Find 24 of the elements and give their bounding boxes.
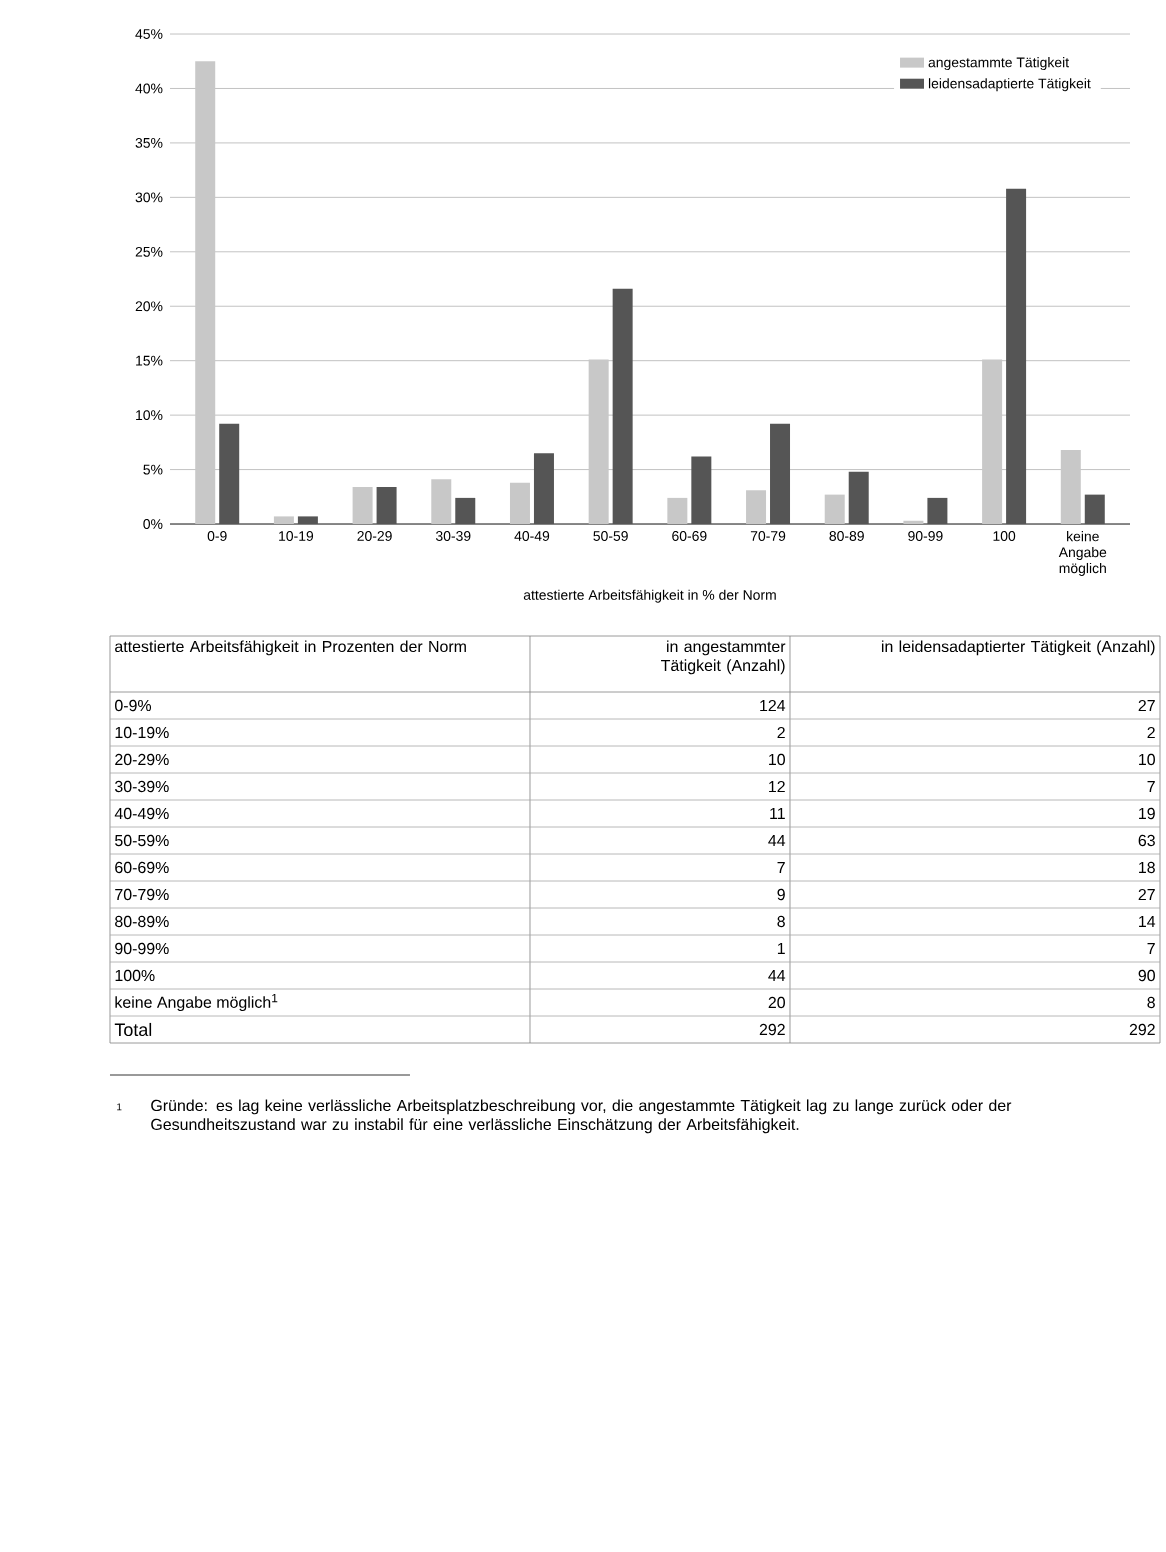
bar [588,359,609,525]
bar [1084,494,1105,525]
bar [352,487,373,525]
bar [824,494,845,525]
bar [509,482,530,525]
bar [533,453,554,525]
bar [691,456,712,525]
bar [770,423,791,525]
bar [297,516,318,525]
bar [667,497,688,525]
bar [848,471,869,525]
bar [273,516,294,525]
bar [219,423,240,525]
bar [195,61,216,525]
bar [455,497,476,525]
bar [746,490,767,525]
bar [1060,449,1081,525]
bar [1006,188,1027,525]
bar [927,497,948,525]
bar [982,359,1003,525]
bar [376,487,397,525]
bar [431,479,452,525]
text: Total [114,1022,152,1037]
bar [612,288,633,525]
